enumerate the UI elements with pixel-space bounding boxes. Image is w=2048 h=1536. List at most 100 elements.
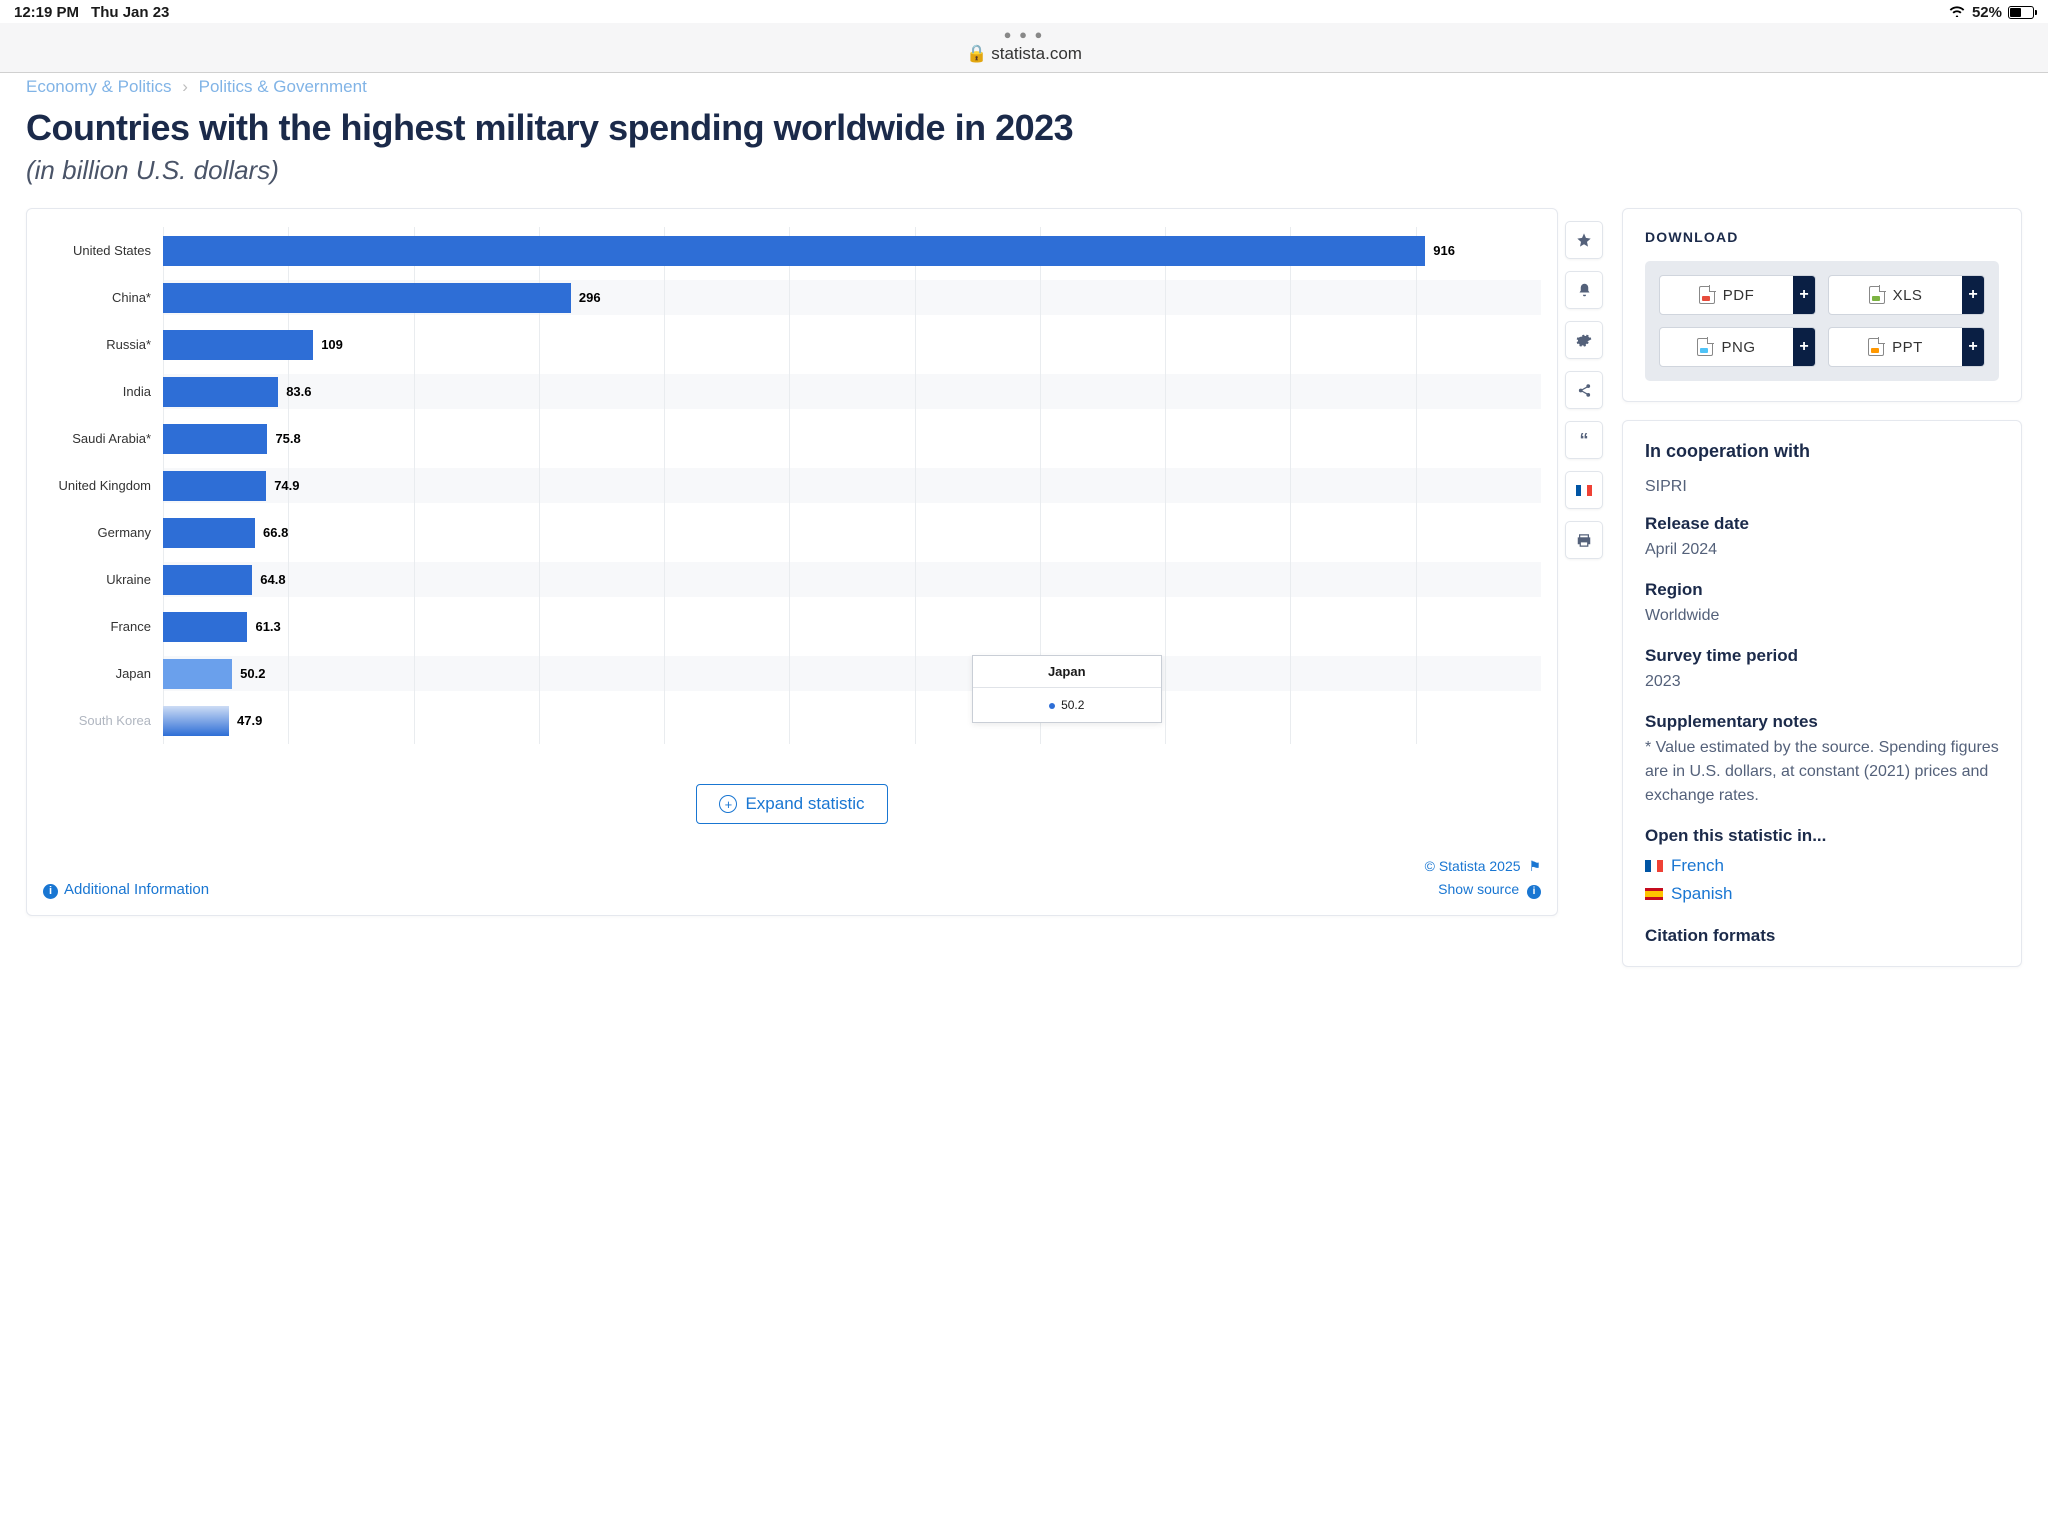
download-pdf-button[interactable]: PDF+ (1659, 275, 1816, 315)
meta-field: Region Worldwide (1645, 580, 1999, 628)
breadcrumb: Economy & Politics › Politics & Governme… (26, 77, 2022, 97)
bar-label: Germany (43, 525, 163, 540)
info-icon: i (1527, 885, 1541, 899)
bar-value: 75.8 (275, 431, 300, 446)
bar-row[interactable]: United Kingdom 74.9 (43, 462, 1541, 509)
meta-field: Survey time period 2023 (1645, 646, 1999, 694)
bar (163, 706, 229, 736)
bar (163, 518, 255, 548)
download-heading: DOWNLOAD (1645, 229, 1999, 245)
settings-button[interactable] (1565, 321, 1603, 359)
file-icon (1697, 338, 1713, 356)
statusbar-time: 12:19 PM (14, 4, 79, 21)
file-icon (1868, 338, 1884, 356)
bar-chart[interactable]: United States916China*296Russia*109India… (43, 227, 1541, 744)
plus-icon[interactable]: + (1793, 276, 1815, 314)
source-name: SIPRI (1645, 478, 1999, 496)
chart-action-rail: “ (1565, 221, 1603, 559)
bar-row[interactable]: Germany 66.8 (43, 509, 1541, 556)
copyright-link[interactable]: © Statista 2025 ⚑ (1425, 858, 1541, 875)
bar-row[interactable]: South Korea 47.9 (43, 697, 1541, 744)
bar (163, 377, 278, 407)
language-link[interactable]: Spanish (1645, 884, 1999, 904)
meta-value: 2023 (1645, 670, 1999, 694)
meta-value: * Value estimated by the source. Spendin… (1645, 736, 1999, 808)
page-subtitle: (in billion U.S. dollars) (26, 155, 2022, 186)
file-icon (1869, 286, 1885, 304)
bar (163, 471, 266, 501)
bar (163, 565, 252, 595)
bar-value: 50.2 (240, 666, 265, 681)
meta-value: Worldwide (1645, 604, 1999, 628)
bar (163, 659, 232, 689)
info-icon: i (43, 884, 58, 899)
favorite-button[interactable] (1565, 221, 1603, 259)
download-xls-button[interactable]: XLS+ (1828, 275, 1985, 315)
bar-label: India (43, 384, 163, 399)
meta-value: April 2024 (1645, 538, 1999, 562)
bar-row[interactable]: Saudi Arabia* 75.8 (43, 415, 1541, 462)
meta-key: Region (1645, 580, 1999, 600)
wifi-icon (1948, 4, 1966, 21)
meta-key: Survey time period (1645, 646, 1999, 666)
bar-label: United States (43, 243, 163, 258)
bar-label: Russia* (43, 337, 163, 352)
bar-value: 66.8 (263, 525, 288, 540)
flag-icon (1645, 860, 1663, 872)
open-in-heading: Open this statistic in... (1645, 826, 1999, 846)
metadata-card: In cooperation with SIPRI Release dateAp… (1622, 420, 2022, 967)
download-card: DOWNLOAD PDF+ XLS+ PNG+ PPT+ (1622, 208, 2022, 402)
bar-value: 47.9 (237, 713, 262, 728)
bar-row[interactable]: Russia*109 (43, 321, 1541, 368)
cite-button[interactable]: “ (1565, 421, 1603, 459)
plus-icon[interactable]: + (1793, 328, 1815, 366)
tab-dots-icon: ● ● ● (0, 27, 2048, 42)
breadcrumb-level1[interactable]: Economy & Politics (26, 77, 172, 96)
bar-label: Japan (43, 666, 163, 681)
bar-row[interactable]: China*296 (43, 274, 1541, 321)
print-button[interactable] (1565, 521, 1603, 559)
bar-row[interactable]: Ukraine 64.8 (43, 556, 1541, 603)
bar-label: Ukraine (43, 572, 163, 587)
statusbar-date: Thu Jan 23 (91, 4, 169, 21)
file-icon (1699, 286, 1715, 304)
page-title: Countries with the highest military spen… (26, 107, 2022, 149)
bar-value: 61.3 (255, 619, 280, 634)
bar (163, 236, 1425, 266)
meta-field: Supplementary notes * Value estimated by … (1645, 712, 1999, 808)
tooltip-title: Japan (973, 656, 1161, 688)
language-link[interactable]: French (1645, 856, 1999, 876)
breadcrumb-level2[interactable]: Politics & Government (199, 77, 367, 96)
bar-row[interactable]: France61.3 (43, 603, 1541, 650)
sidebar: DOWNLOAD PDF+ XLS+ PNG+ PPT+ In cooperation… (1622, 208, 2022, 967)
bar-row[interactable]: Japan 50.2 (43, 650, 1541, 697)
url-display[interactable]: 🔒statista.com (0, 44, 2048, 64)
bar-label: South Korea (43, 713, 163, 728)
tooltip-value: 50.2 (1061, 698, 1084, 712)
bar-row[interactable]: India 83.6 (43, 368, 1541, 415)
bar-label: United Kingdom (43, 478, 163, 493)
chart-tooltip: Japan 50.2 (972, 655, 1162, 723)
plus-icon[interactable]: + (1962, 276, 1984, 314)
download-ppt-button[interactable]: PPT+ (1828, 327, 1985, 367)
download-png-button[interactable]: PNG+ (1659, 327, 1816, 367)
share-button[interactable] (1565, 371, 1603, 409)
bar-row[interactable]: United States 916 (43, 227, 1541, 274)
lock-icon: 🔒 (966, 44, 987, 63)
plus-icon[interactable]: + (1962, 328, 1984, 366)
bar-value: 74.9 (274, 478, 299, 493)
bar (163, 330, 313, 360)
additional-information-link[interactable]: iAdditional Information (43, 881, 209, 899)
bar-value: 83.6 (286, 384, 311, 399)
meta-key: Supplementary notes (1645, 712, 1999, 732)
meta-field: Release dateApril 2024 (1645, 514, 1999, 562)
alert-button[interactable] (1565, 271, 1603, 309)
bar-value: 64.8 (260, 572, 285, 587)
battery-percent: 52% (1972, 4, 2002, 21)
language-button[interactable] (1565, 471, 1603, 509)
show-source-link[interactable]: Show source i (1425, 881, 1541, 899)
expand-statistic-button[interactable]: + Expand statistic (696, 784, 887, 824)
bar-label: China* (43, 290, 163, 305)
bar-label: Saudi Arabia* (43, 431, 163, 446)
bar-value: 916 (1433, 243, 1455, 258)
